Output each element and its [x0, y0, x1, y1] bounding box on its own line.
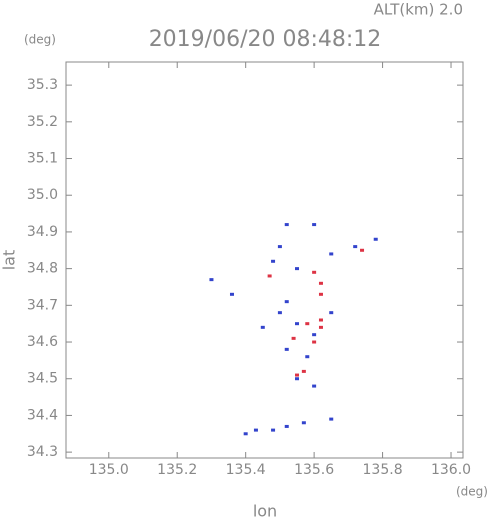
y-axis-label: lat — [0, 250, 19, 271]
point — [353, 245, 358, 249]
y-tick-label: 34.5 — [27, 371, 58, 387]
y-tick-label: 34.6 — [27, 334, 58, 350]
x-tick-label: 135.8 — [363, 462, 403, 478]
y-tick-label: 34.4 — [27, 407, 58, 423]
x-tick-label: 135.0 — [89, 462, 129, 478]
point — [271, 259, 276, 263]
x-tick-label: 135.2 — [157, 462, 197, 478]
point — [295, 322, 300, 326]
point — [291, 336, 296, 340]
point — [295, 373, 300, 377]
point — [301, 421, 306, 425]
point — [305, 355, 310, 359]
point — [301, 369, 306, 373]
plot-frame — [65, 61, 464, 459]
point — [312, 384, 317, 388]
point — [318, 318, 323, 322]
point — [229, 292, 234, 296]
point — [329, 311, 334, 315]
y-tick-label: 34.7 — [27, 297, 58, 313]
x-axis-label: lon — [253, 502, 277, 521]
x-tick-label: 136.0 — [431, 462, 471, 478]
point — [329, 417, 334, 421]
chart-title: 2019/06/20 08:48:12 — [149, 27, 382, 52]
point — [209, 278, 214, 282]
point — [284, 300, 289, 304]
y-tick-label: 35.0 — [27, 187, 58, 203]
point — [277, 245, 282, 249]
point — [329, 252, 334, 256]
point — [318, 281, 323, 285]
altitude-label: ALT(km) 2.0 — [374, 1, 463, 19]
point — [318, 325, 323, 329]
point — [305, 322, 310, 326]
point — [284, 347, 289, 351]
x-tick-label: 135.4 — [226, 462, 266, 478]
x-tick-label: 135.6 — [294, 462, 334, 478]
point — [295, 377, 300, 381]
point — [284, 424, 289, 428]
point — [312, 340, 317, 344]
point — [271, 428, 276, 432]
point — [260, 325, 265, 329]
y-tick-label: 35.3 — [27, 77, 58, 93]
point — [312, 333, 317, 337]
point — [253, 428, 258, 432]
point — [360, 248, 365, 252]
point — [373, 237, 378, 241]
point — [243, 432, 248, 436]
y-tick-label: 35.2 — [27, 114, 58, 130]
point — [318, 292, 323, 296]
point — [295, 267, 300, 271]
point — [312, 270, 317, 274]
x-unit: (deg) — [456, 485, 488, 499]
y-tick-label: 34.3 — [27, 444, 58, 460]
y-tick-label: 34.8 — [27, 261, 58, 277]
point — [312, 223, 317, 227]
y-tick-label: 34.9 — [27, 224, 58, 240]
point — [277, 311, 282, 315]
y-tick-label: 35.1 — [27, 151, 58, 167]
point — [284, 223, 289, 227]
y-unit: (deg) — [24, 33, 56, 47]
point — [267, 274, 272, 278]
